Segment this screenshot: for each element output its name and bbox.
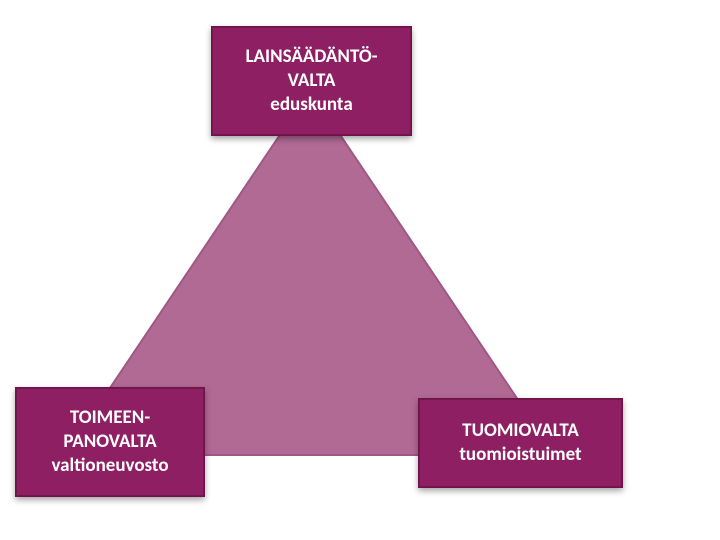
node-judicial-line2: tuomioistuimet (459, 443, 581, 467)
node-executive-line2: PANOVALTA (63, 430, 156, 454)
node-legislative-line1: LAINSÄÄDÄNTÖ- (245, 45, 377, 69)
node-legislative: LAINSÄÄDÄNTÖ- VALTA eduskunta (211, 26, 412, 136)
node-executive: TOIMEEN- PANOVALTA valtioneuvosto (15, 387, 205, 497)
node-judicial: TUOMIOVALTA tuomioistuimet (418, 398, 623, 488)
node-executive-line3: valtioneuvosto (51, 454, 168, 478)
node-judicial-line1: TUOMIOVALTA (462, 419, 579, 443)
node-legislative-line3: eduskunta (270, 93, 352, 117)
powers-diagram: { "diagram": { "type": "triangle-diagram… (0, 0, 720, 540)
node-executive-line1: TOIMEEN- (70, 406, 150, 430)
node-legislative-line2: VALTA (288, 69, 336, 93)
